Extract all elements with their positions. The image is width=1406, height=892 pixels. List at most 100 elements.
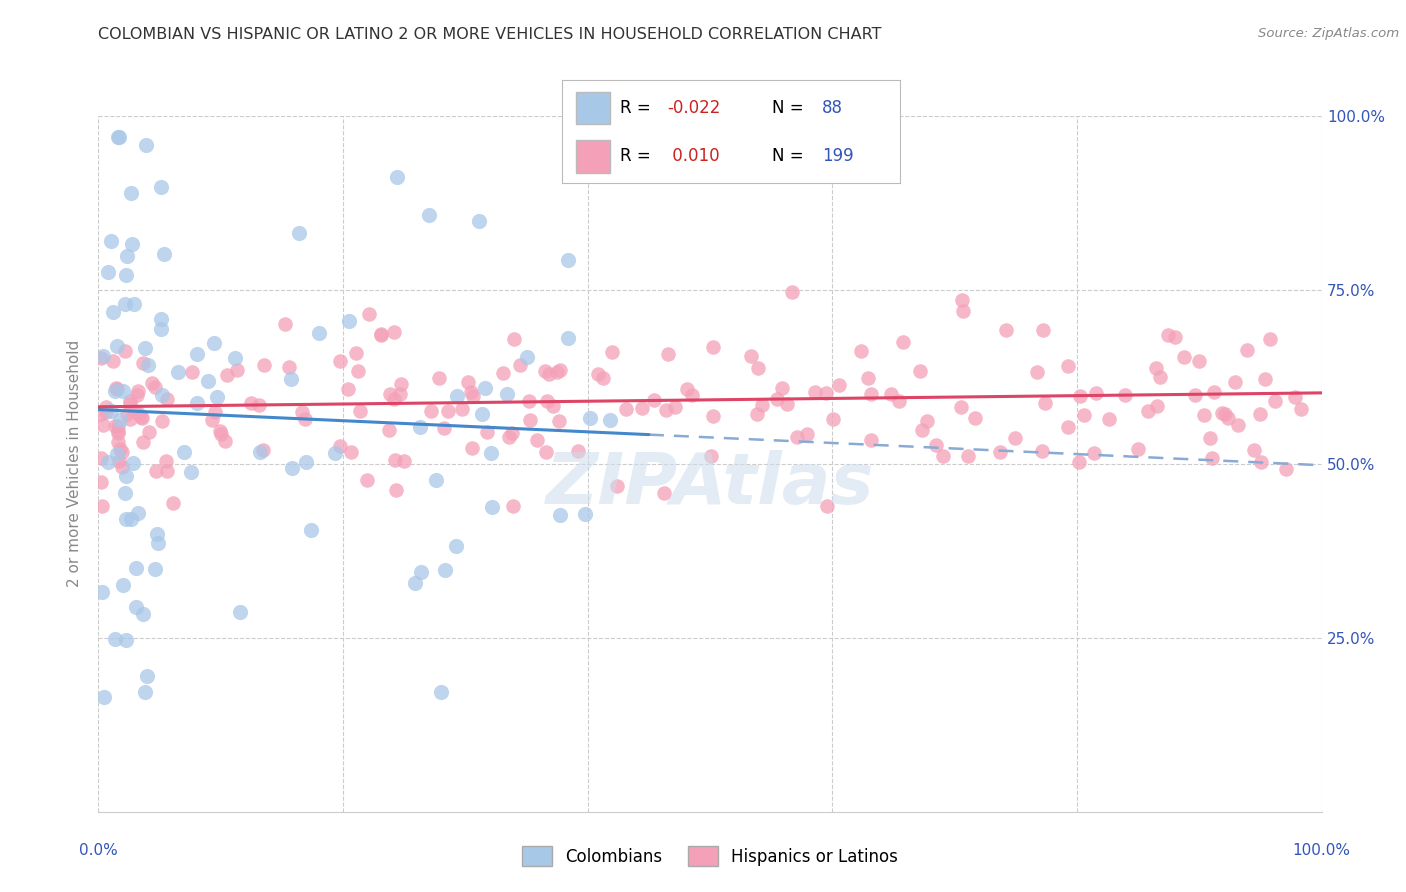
Legend: Colombians, Hispanics or Latinos: Colombians, Hispanics or Latinos: [516, 839, 904, 873]
Point: [329, 354, 352, 368]
Point: [823, 411, 845, 425]
Point: [115, 249, 138, 263]
Point: [180, 366, 202, 380]
Point: [676, 383, 699, 397]
Point: [101, 354, 124, 368]
Point: [460, 441, 482, 455]
Point: [479, 446, 502, 460]
Point: [382, 325, 405, 339]
Point: [1067, 455, 1090, 469]
Point: [950, 401, 973, 415]
Text: R =: R =: [620, 99, 655, 117]
Point: [107, 424, 129, 438]
Point: [1198, 431, 1220, 445]
Point: [468, 214, 491, 228]
Point: [115, 407, 138, 421]
Point: [146, 536, 169, 550]
Point: [120, 393, 142, 408]
Point: [370, 328, 392, 343]
Point: [153, 247, 176, 261]
Point: [93, 690, 115, 705]
Point: [699, 449, 721, 463]
Point: [214, 434, 236, 448]
Point: [100, 234, 122, 248]
Point: [90, 408, 112, 422]
Point: [1144, 361, 1167, 376]
Point: [550, 362, 572, 376]
Point: [1188, 354, 1211, 368]
Point: [1114, 388, 1136, 402]
Point: [120, 186, 142, 200]
Point: [419, 403, 441, 417]
Point: [186, 346, 208, 360]
Point: [614, 402, 637, 417]
Point: [91, 584, 114, 599]
Point: [1137, 404, 1160, 418]
Y-axis label: 2 or more Vehicles in Household: 2 or more Vehicles in Household: [67, 340, 83, 588]
Point: [952, 304, 974, 318]
Point: [1035, 396, 1057, 410]
Point: [1057, 420, 1080, 434]
Point: [770, 381, 793, 395]
Point: [988, 445, 1011, 459]
Point: [860, 433, 883, 447]
Point: [201, 413, 224, 427]
Point: [567, 444, 589, 458]
Point: [851, 344, 873, 359]
Point: [166, 366, 188, 380]
Point: [766, 392, 789, 406]
Point: [308, 326, 330, 340]
Point: [145, 464, 167, 478]
Text: 100.0%: 100.0%: [1292, 843, 1351, 858]
Point: [474, 381, 496, 395]
Point: [574, 507, 596, 521]
Point: [104, 384, 127, 398]
Point: [111, 578, 134, 592]
Point: [105, 382, 128, 396]
Point: [114, 486, 136, 500]
Point: [107, 419, 129, 434]
Point: [108, 129, 131, 144]
Text: 0.0%: 0.0%: [79, 843, 118, 858]
Point: [1223, 375, 1246, 389]
Point: [908, 364, 931, 378]
Point: [444, 539, 467, 553]
Point: [152, 414, 174, 428]
Point: [517, 393, 540, 408]
Point: [370, 326, 392, 341]
Point: [516, 350, 538, 364]
Point: [349, 403, 371, 417]
Point: [90, 351, 112, 366]
Point: [631, 401, 654, 415]
Point: [107, 129, 129, 144]
Point: [94, 400, 117, 414]
Point: [436, 403, 458, 417]
Point: [127, 506, 149, 520]
FancyBboxPatch shape: [576, 140, 610, 173]
Point: [495, 387, 517, 401]
Point: [1250, 455, 1272, 469]
Point: [340, 445, 363, 459]
Point: [1184, 388, 1206, 402]
Point: [344, 345, 367, 359]
Point: [108, 442, 131, 456]
Point: [127, 384, 149, 398]
Point: [492, 366, 515, 380]
Point: [124, 403, 146, 417]
Point: [114, 511, 136, 525]
Point: [534, 364, 557, 378]
Point: [357, 307, 380, 321]
Point: [100, 404, 122, 418]
Point: [114, 343, 136, 358]
Point: [1264, 394, 1286, 409]
Point: [1073, 408, 1095, 422]
Point: [240, 396, 263, 410]
Point: [654, 486, 676, 500]
Point: [950, 293, 973, 307]
Point: [664, 400, 686, 414]
Point: [162, 496, 184, 510]
Point: [1149, 369, 1171, 384]
Point: [127, 388, 149, 402]
Point: [1243, 442, 1265, 457]
Point: [828, 378, 851, 392]
